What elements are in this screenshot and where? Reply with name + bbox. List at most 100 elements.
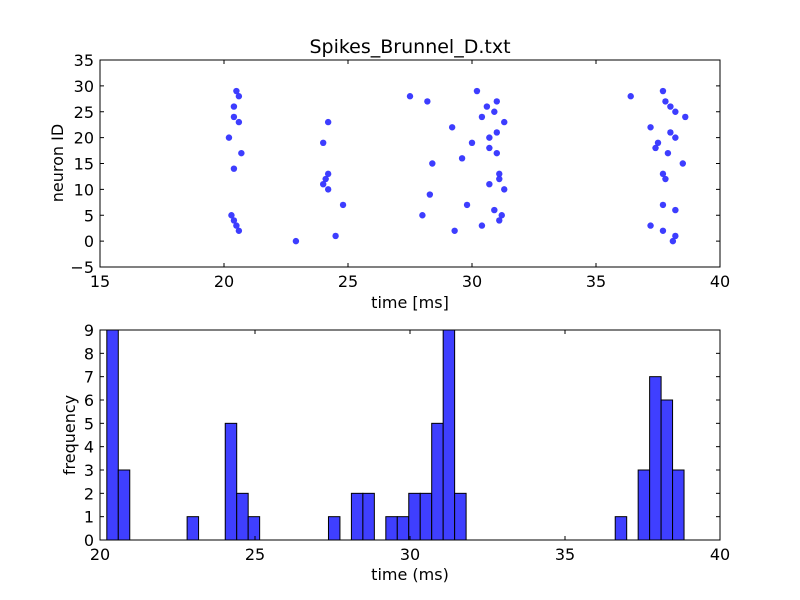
y-tick-label: 3 — [84, 461, 94, 480]
spike-point — [667, 103, 674, 110]
y-tick-label: 9 — [84, 321, 94, 340]
histogram-y-axis-label: frequency — [60, 395, 79, 475]
y-tick-label: 0 — [84, 531, 94, 550]
spike-point — [493, 149, 500, 157]
spike-point — [235, 227, 243, 234]
spike-point — [238, 149, 245, 157]
spike-point — [478, 113, 486, 121]
histogram-bar — [247, 516, 261, 541]
spike-point — [426, 191, 434, 198]
spike-point — [496, 175, 503, 183]
spike-point — [654, 139, 662, 146]
spike-point — [659, 201, 667, 209]
histogram-bar — [224, 422, 238, 541]
spike-point — [667, 129, 674, 136]
histogram-bar — [431, 422, 444, 541]
spike-point — [491, 206, 498, 214]
spike-point — [324, 170, 332, 178]
y-tick-label: 5 — [84, 206, 94, 225]
y-tick-label: 4 — [84, 438, 94, 457]
spike-point — [486, 144, 493, 152]
spike-point — [292, 237, 300, 245]
x-tick-label: 25 — [245, 545, 265, 564]
spike-point — [230, 113, 238, 121]
histogram-bar — [186, 516, 200, 541]
spike-point — [320, 139, 327, 146]
y-tick-label: 1 — [84, 508, 94, 527]
histogram-bars — [106, 329, 685, 541]
spike-point — [679, 160, 686, 167]
spike-point — [501, 118, 508, 126]
y-tick-label: 5 — [84, 414, 94, 433]
spike-point — [429, 160, 436, 167]
spike-point — [463, 201, 471, 209]
spike-point — [228, 212, 235, 219]
y-tick-label: 8 — [84, 344, 94, 363]
spike-point — [406, 93, 414, 100]
histogram-bar — [614, 516, 628, 541]
spike-point — [659, 170, 667, 178]
spike-point — [498, 212, 505, 219]
histogram-bar — [385, 516, 398, 541]
y-tick-label: −5 — [70, 258, 94, 277]
histogram-bar — [660, 399, 674, 541]
x-tick-label: 30 — [462, 272, 482, 291]
y-tick-label: 2 — [84, 484, 94, 503]
spike-point — [322, 175, 329, 183]
x-tick-label: 30 — [400, 545, 420, 564]
spike-point — [424, 98, 431, 105]
histogram-bar — [362, 492, 375, 541]
y-tick-label: 6 — [84, 391, 94, 410]
spike-point — [451, 227, 458, 234]
spike-point — [230, 103, 238, 110]
y-tick-label: 35 — [74, 51, 94, 70]
spike-point — [235, 118, 243, 126]
histogram-bar — [419, 492, 433, 541]
spike-point — [320, 181, 327, 188]
histogram-bar — [327, 516, 341, 541]
spike-point — [324, 118, 332, 126]
histogram-bar — [350, 492, 364, 541]
x-tick-label: 15 — [90, 272, 110, 291]
histogram-plot: 20 25 30 35 40 0 1 2 3 4 5 6 7 8 9 time (ms) frequency — [60, 321, 730, 584]
x-tick-label: 35 — [555, 545, 575, 564]
spike-point — [659, 227, 667, 234]
histogram-bar — [672, 469, 685, 541]
histogram-bar — [442, 329, 456, 541]
histogram-bar — [106, 329, 119, 541]
histogram-bar — [396, 516, 410, 541]
raster-frame — [99, 59, 721, 268]
spike-point — [458, 155, 466, 162]
spike-point — [324, 186, 332, 193]
spike-point — [225, 134, 233, 141]
spike-point — [486, 181, 493, 188]
spike-point — [339, 201, 347, 209]
y-tick-label: 0 — [84, 232, 94, 251]
spike-point — [486, 134, 493, 141]
spike-point — [493, 98, 500, 105]
spike-point — [230, 165, 238, 172]
spike-point — [448, 124, 456, 131]
raster-ticks: 15 20 25 30 35 40 −5 0 5 10 15 20 25 30 35 — [70, 51, 730, 291]
histogram-bar — [236, 492, 249, 541]
spike-point — [672, 134, 679, 141]
y-tick-label: 25 — [74, 103, 94, 122]
spike-point — [652, 144, 659, 152]
x-tick-label: 40 — [710, 545, 730, 564]
spike-point — [496, 170, 503, 178]
spike-point — [332, 232, 339, 240]
spike-point — [659, 87, 667, 95]
x-tick-label: 25 — [338, 272, 358, 291]
x-tick-label: 20 — [90, 545, 110, 564]
spike-points — [225, 87, 689, 245]
spike-point — [233, 87, 240, 95]
spike-point — [647, 222, 654, 229]
spike-point — [669, 237, 677, 245]
spike-point — [483, 103, 491, 110]
histogram-bar — [454, 492, 467, 541]
spike-point — [664, 149, 672, 157]
y-tick-label: 10 — [74, 180, 94, 199]
histogram-bar — [649, 376, 662, 541]
spike-point — [233, 222, 240, 229]
